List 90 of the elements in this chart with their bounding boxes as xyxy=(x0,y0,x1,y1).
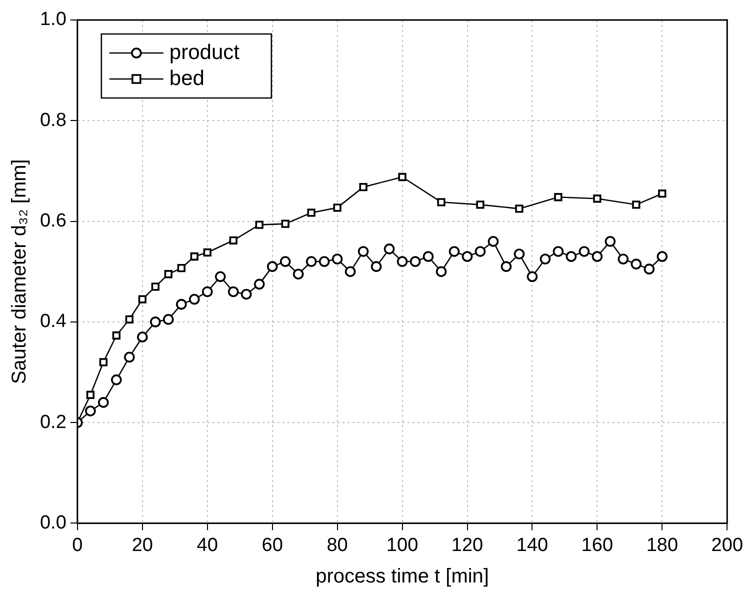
point xyxy=(552,246,564,257)
x-tick-label: 0 xyxy=(72,534,83,556)
point xyxy=(437,198,446,206)
point xyxy=(86,390,94,399)
point xyxy=(488,236,499,247)
point xyxy=(214,271,226,282)
point xyxy=(644,264,655,274)
point xyxy=(266,261,278,272)
point xyxy=(162,314,174,325)
point xyxy=(333,204,342,212)
y-tick-label: 0.8 xyxy=(40,110,66,131)
point xyxy=(318,256,330,267)
y-tick-label: 1.0 xyxy=(40,9,66,30)
point xyxy=(359,182,368,192)
point xyxy=(448,246,460,257)
point xyxy=(138,295,146,304)
x-tick-label: 160 xyxy=(581,534,614,556)
point xyxy=(99,358,108,366)
point xyxy=(384,244,395,254)
point xyxy=(202,286,213,298)
point xyxy=(85,406,96,416)
point xyxy=(474,246,486,257)
point xyxy=(306,256,317,267)
point xyxy=(98,397,109,408)
x-axis-title: process time t [min] xyxy=(316,566,489,588)
point xyxy=(307,208,316,217)
x-tick-label: 100 xyxy=(386,534,418,556)
y-axis-title: Sauter diameter d₃₂ [mm] xyxy=(8,159,31,384)
point xyxy=(604,236,616,247)
point xyxy=(515,204,524,213)
point xyxy=(150,316,161,328)
point xyxy=(110,374,122,386)
point xyxy=(526,271,538,282)
point xyxy=(228,286,239,298)
point xyxy=(164,270,172,278)
point xyxy=(188,294,200,305)
point xyxy=(358,246,369,257)
x-tick-label: 20 xyxy=(132,534,153,556)
x-tick-label: 80 xyxy=(326,534,348,556)
point xyxy=(203,248,212,257)
point xyxy=(396,256,408,267)
y-tick-label: 0.4 xyxy=(40,311,67,332)
point xyxy=(422,251,434,262)
point xyxy=(151,282,160,291)
point xyxy=(240,288,252,300)
point xyxy=(554,193,562,202)
legend-label: product xyxy=(169,40,240,64)
point xyxy=(632,200,640,209)
point xyxy=(176,298,187,310)
x-tick-label: 180 xyxy=(646,534,678,556)
point xyxy=(281,220,290,228)
point xyxy=(578,246,590,257)
y-tick-label: 0.2 xyxy=(40,412,66,433)
point xyxy=(476,200,484,209)
point xyxy=(190,252,198,261)
point xyxy=(540,254,551,264)
x-tick-label: 60 xyxy=(262,534,283,556)
point xyxy=(500,261,512,272)
point xyxy=(398,172,406,182)
point xyxy=(280,256,291,267)
point xyxy=(436,266,447,277)
point xyxy=(344,266,356,277)
point xyxy=(292,268,304,280)
point xyxy=(332,254,343,264)
y-tick-label: 0.6 xyxy=(40,210,66,232)
point xyxy=(566,251,577,262)
point xyxy=(229,236,238,244)
x-tick-label: 120 xyxy=(451,534,484,556)
point xyxy=(514,248,525,260)
point xyxy=(658,190,666,198)
legend-label: bed xyxy=(169,66,204,90)
point xyxy=(112,331,120,340)
point xyxy=(125,315,134,324)
point xyxy=(618,254,629,264)
point xyxy=(630,258,642,270)
x-tick-label: 200 xyxy=(711,534,743,556)
point xyxy=(592,251,603,262)
point xyxy=(593,194,602,203)
x-tick-label: 40 xyxy=(196,534,218,556)
point xyxy=(177,264,186,272)
point xyxy=(410,256,421,267)
y-tick-label: 0.0 xyxy=(40,512,66,534)
point xyxy=(462,251,473,262)
point xyxy=(370,261,382,272)
point xyxy=(255,220,264,229)
x-tick-label: 140 xyxy=(516,534,548,556)
point xyxy=(124,352,135,363)
point xyxy=(136,332,148,342)
point xyxy=(656,251,668,262)
point xyxy=(254,278,265,290)
